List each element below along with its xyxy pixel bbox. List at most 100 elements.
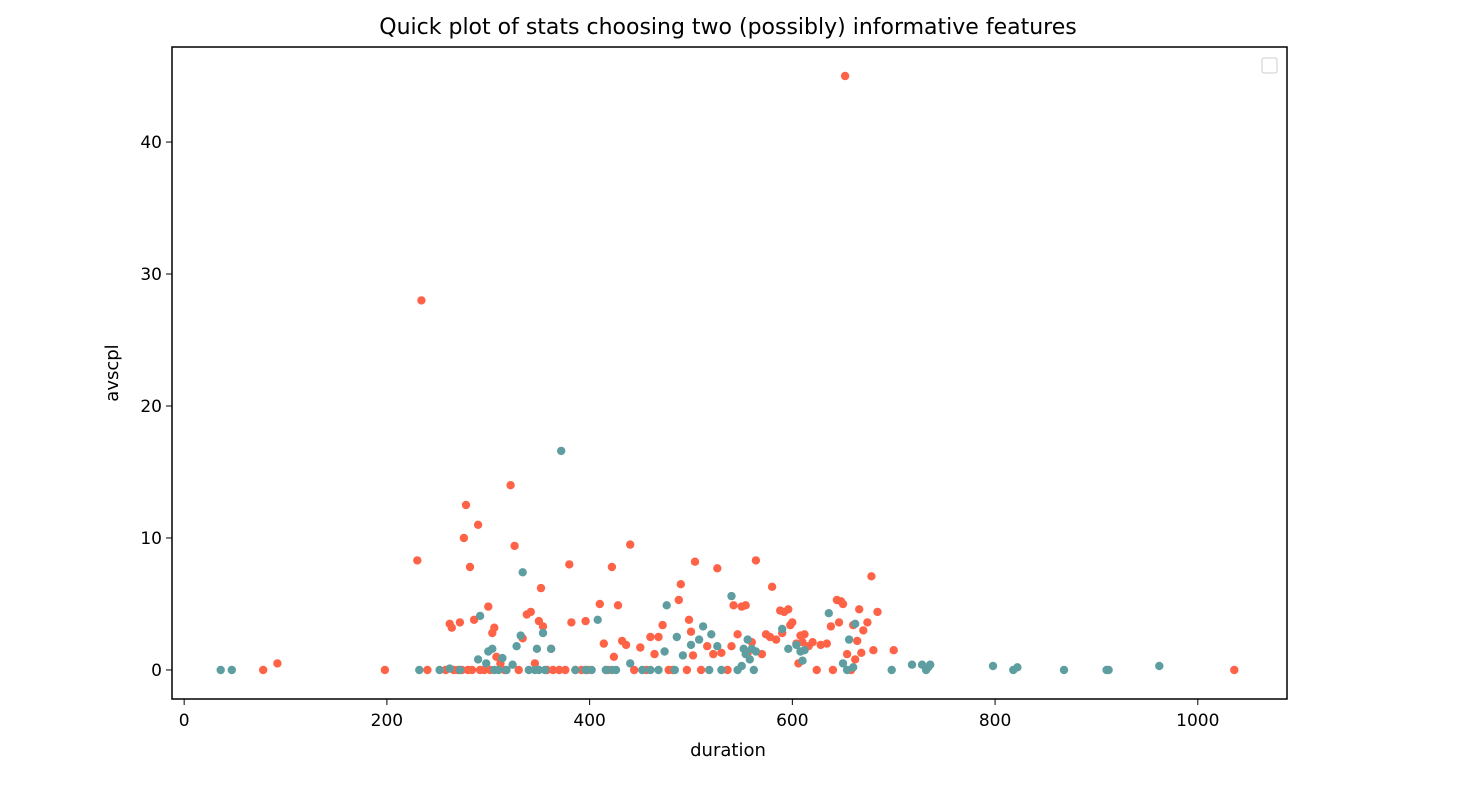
- scatter-point-series-2: [749, 665, 758, 675]
- scatter-point-series-2: [743, 635, 752, 644]
- scatter-point-series-1: [480, 665, 489, 675]
- scatter-point-series-1: [538, 622, 548, 631]
- x-tick-label: 200: [371, 711, 403, 731]
- scatter-point-series-2: [798, 656, 807, 665]
- scatter-point-series-1: [599, 639, 608, 648]
- scatter-point-series-1: [273, 659, 282, 668]
- scatter-point-series-2: [988, 661, 998, 671]
- scatter-point-series-1: [595, 599, 604, 609]
- scatter-point-series-1: [788, 618, 797, 627]
- scatter-point-series-1: [767, 582, 777, 591]
- scatter-point-series-2: [907, 660, 917, 669]
- scatter-point-series-1: [565, 560, 574, 569]
- scatter-point-series-2: [538, 628, 548, 638]
- scatter-point-series-2: [824, 609, 833, 618]
- x-tick-label: 0: [179, 711, 190, 731]
- scatter-point-series-2: [512, 642, 521, 651]
- scatter-point-series-1: [621, 640, 631, 650]
- scatter-point-series-1: [447, 623, 456, 632]
- scatter-point-series-1: [567, 618, 576, 627]
- scatter-point-series-1: [417, 296, 426, 305]
- scatter-point-series-1: [784, 605, 793, 614]
- scatter-point-series-2: [707, 630, 716, 639]
- scatter-point-series-1: [469, 615, 479, 624]
- scatter-point-series-2: [216, 665, 225, 675]
- scatter-point-series-2: [745, 655, 754, 664]
- scatter-point-series-1: [717, 648, 726, 657]
- scatter-point-series-2: [654, 665, 663, 675]
- scatter-point-series-2: [686, 640, 696, 650]
- scatter-point-series-1: [690, 557, 700, 566]
- scatter-point-series-1: [413, 556, 422, 565]
- scatter-point-series-2: [601, 665, 610, 675]
- scatter-point-series-2: [593, 615, 602, 624]
- scatter-point-series-2: [800, 646, 809, 655]
- scatter-point-series-2: [546, 644, 556, 653]
- scatter-point-series-1: [607, 562, 617, 572]
- scatter-point-series-1: [696, 665, 706, 675]
- chart-title: Quick plot of stats choosing two (possib…: [379, 15, 1076, 40]
- scatter-point-series-1: [646, 632, 655, 642]
- y-tick-label: 0: [151, 661, 162, 681]
- x-tick-label: 400: [573, 711, 605, 731]
- scatter-point-series-2: [415, 665, 424, 675]
- scatter-point-series-2: [488, 644, 497, 653]
- scatter-point-series-1: [723, 665, 732, 675]
- scatter-point-series-1: [771, 635, 781, 644]
- scatter-point-series-1: [842, 649, 852, 659]
- scatter-point-series-1: [733, 630, 742, 639]
- scatter-point-series-2: [518, 568, 527, 577]
- scatter-point-series-1: [838, 599, 848, 609]
- scatter-point-series-1: [613, 601, 623, 610]
- scatter-point-series-2: [838, 659, 848, 668]
- y-tick-label: 10: [140, 529, 162, 549]
- y-tick-label: 40: [140, 133, 162, 153]
- x-tick-label: 800: [979, 711, 1011, 731]
- scatter-point-series-2: [435, 665, 444, 675]
- scatter-point-series-1: [459, 533, 469, 543]
- data-points: [216, 71, 1239, 675]
- scatter-point-series-2: [473, 655, 483, 664]
- scatter-point-series-1: [650, 649, 659, 659]
- scatter-point-series-1: [380, 665, 390, 675]
- scatter-point-series-1: [867, 572, 876, 581]
- scatter-point-series-1: [729, 601, 738, 610]
- scatter-point-series-2: [727, 591, 736, 601]
- scatter-point-series-1: [857, 648, 866, 657]
- scatter-point-series-2: [445, 664, 454, 673]
- scatter-point-series-2: [516, 631, 525, 640]
- scatter-point-series-1: [506, 481, 515, 490]
- scatter-point-series-2: [611, 665, 621, 675]
- scatter-point-series-1: [490, 623, 499, 632]
- scatter-point-series-1: [840, 71, 850, 81]
- scatter-point-series-2: [784, 644, 793, 653]
- x-tick-label: 600: [776, 711, 808, 731]
- scatter-point-series-1: [548, 665, 558, 675]
- scatter-point-series-2: [508, 660, 517, 669]
- scatter-point-series-2: [540, 665, 550, 675]
- scatter-point-series-1: [467, 665, 477, 675]
- scatter-point-series-1: [869, 646, 878, 655]
- scatter-point-series-1: [812, 665, 821, 675]
- scatter-point-series-2: [638, 665, 647, 675]
- scatter-point-series-2: [737, 661, 746, 671]
- scatter-point-series-2: [778, 624, 787, 634]
- axis-ticks: 0 200 400 600 800 1000 0 10 20 30 40: [140, 133, 1219, 731]
- scatter-point-series-1: [636, 643, 645, 652]
- scatter-point-series-2: [1059, 665, 1069, 675]
- scatter-point-series-1: [822, 639, 831, 648]
- scatter-point-series-1: [630, 665, 639, 675]
- scatter-point-series-2: [672, 632, 681, 642]
- scatter-point-series-1: [859, 626, 868, 635]
- y-tick-label: 30: [140, 265, 162, 285]
- scatter-point-series-1: [873, 607, 882, 617]
- scatter-point-series-2: [1155, 661, 1164, 671]
- y-tick-label: 20: [140, 397, 162, 417]
- scatter-point-series-1: [851, 655, 860, 664]
- scatter-point-series-2: [698, 622, 708, 631]
- scatter-point-series-2: [646, 665, 655, 675]
- scatter-point-series-2: [849, 663, 858, 672]
- scatter-point-series-2: [524, 665, 533, 675]
- scatter-point-series-1: [461, 500, 471, 510]
- scatter-point-series-1: [484, 602, 493, 611]
